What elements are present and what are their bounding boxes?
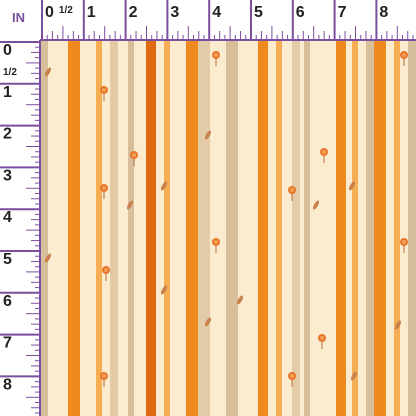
- top-ruler-label: 6: [296, 4, 305, 21]
- stripe: [40, 40, 48, 416]
- left-ruler-label: 3: [3, 167, 12, 184]
- stripe: [408, 40, 416, 416]
- stripe: [336, 40, 346, 416]
- stripe: [292, 40, 300, 416]
- stripe: [276, 40, 282, 416]
- stripe: [146, 40, 156, 416]
- stripe: [226, 40, 238, 416]
- left-ruler-label: 1: [3, 84, 12, 101]
- top-ruler-label: 2: [129, 4, 138, 21]
- stripe: [128, 40, 134, 416]
- fabric-pattern: [40, 40, 416, 416]
- stripe: [198, 40, 210, 416]
- stripe: [96, 40, 102, 416]
- top-ruler-label: 1: [87, 4, 96, 21]
- top-ruler-label: 8: [379, 4, 388, 21]
- stripe: [394, 40, 400, 416]
- stripe: [258, 40, 268, 416]
- stripe: [110, 40, 118, 416]
- top-ruler-label: 3: [170, 4, 179, 21]
- left-ruler-label: 4: [3, 209, 12, 226]
- stripe: [366, 40, 374, 416]
- stripe: [68, 40, 80, 416]
- top-ruler-label: 5: [254, 4, 263, 21]
- top-ruler-label: 4: [212, 4, 221, 21]
- left-ruler: [0, 0, 40, 416]
- top-ruler: [0, 0, 416, 40]
- stripe: [186, 40, 198, 416]
- left-ruler-label: 0: [3, 42, 12, 59]
- left-ruler-label: 2: [3, 126, 12, 143]
- left-ruler-label: 5: [3, 251, 12, 268]
- left-ruler-label: 1/2: [3, 67, 17, 78]
- top-ruler-label: 0: [45, 4, 54, 21]
- stripe: [374, 40, 386, 416]
- stripe: [304, 40, 310, 416]
- top-ruler-label: 1/2: [59, 5, 73, 16]
- stripe: [352, 40, 358, 416]
- top-ruler-label: 7: [338, 4, 347, 21]
- stripe: [164, 40, 170, 416]
- left-ruler-label: 8: [3, 376, 12, 393]
- left-ruler-label: 7: [3, 335, 12, 352]
- unit-label: IN: [12, 10, 25, 25]
- left-ruler-label: 6: [3, 293, 12, 310]
